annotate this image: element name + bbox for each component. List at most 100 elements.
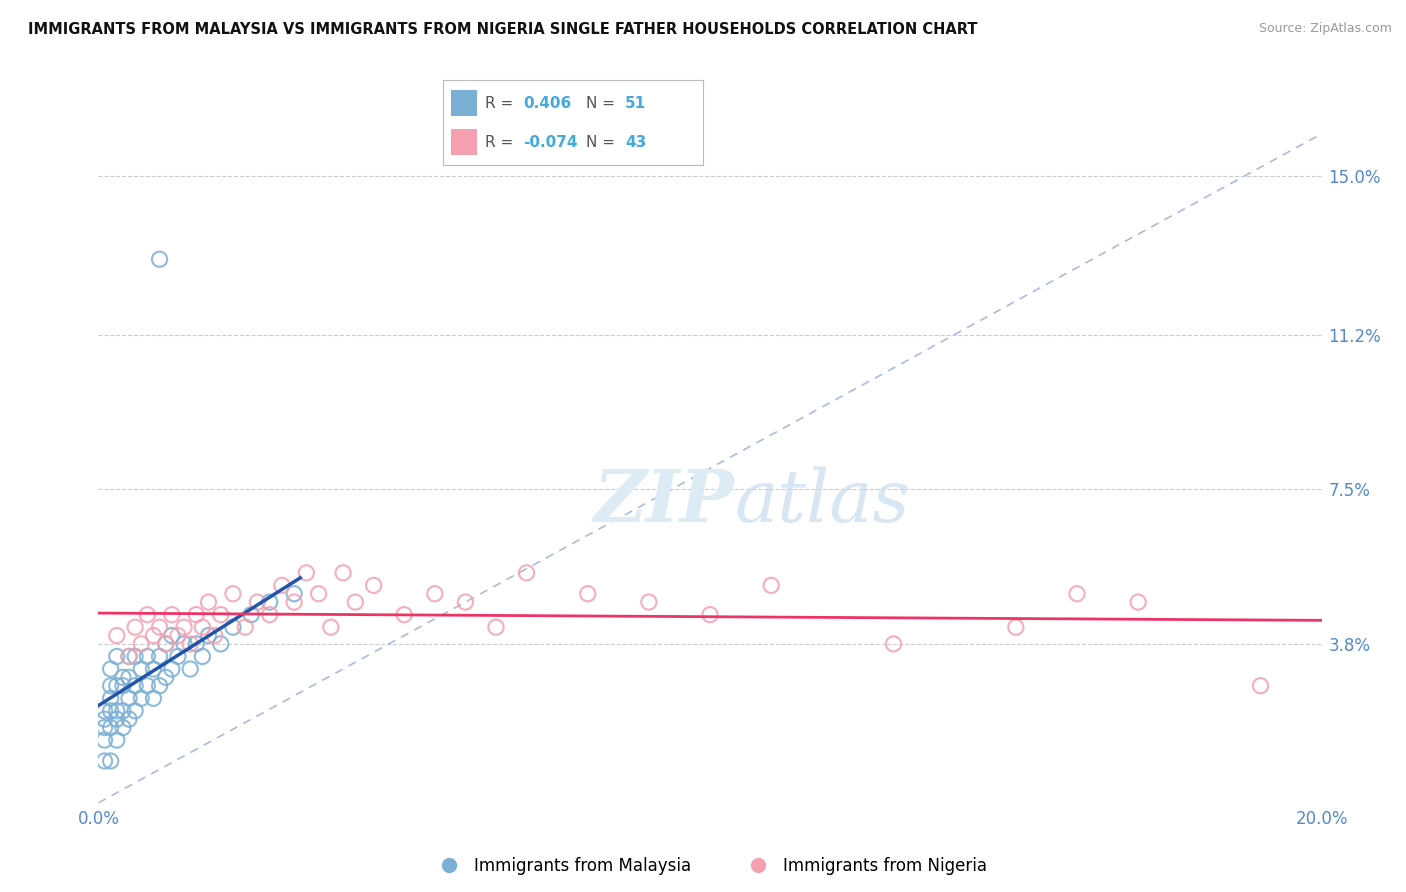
Point <box>155 637 177 651</box>
Point <box>179 662 201 676</box>
Text: N =: N = <box>586 135 620 150</box>
Text: 43: 43 <box>624 135 647 150</box>
Point <box>308 587 330 601</box>
Point <box>155 670 177 684</box>
Point <box>167 649 190 664</box>
Text: -0.074: -0.074 <box>523 135 578 150</box>
Point <box>1128 595 1150 609</box>
Point <box>222 587 245 601</box>
Point <box>759 578 782 592</box>
Point <box>118 691 141 706</box>
Point <box>105 679 128 693</box>
Point <box>160 662 183 676</box>
Point <box>454 595 477 609</box>
Point <box>136 649 159 664</box>
Text: ZIP: ZIP <box>593 467 734 537</box>
Point <box>1004 620 1026 634</box>
Point <box>485 620 508 634</box>
Point <box>142 662 165 676</box>
Point <box>124 620 146 634</box>
Point <box>363 578 385 592</box>
Point <box>93 733 115 747</box>
Point <box>118 670 141 684</box>
Point <box>283 587 305 601</box>
Point <box>105 704 128 718</box>
Text: N =: N = <box>586 95 620 111</box>
Point <box>100 662 122 676</box>
Point <box>173 637 195 651</box>
Bar <box>451 90 477 116</box>
Point <box>259 595 281 609</box>
Point <box>883 637 905 651</box>
Text: R =: R = <box>485 135 517 150</box>
Point <box>332 566 354 580</box>
Point <box>283 595 305 609</box>
Point <box>1066 587 1088 601</box>
Point <box>197 595 219 609</box>
Point <box>240 607 263 622</box>
Point <box>179 637 201 651</box>
Point <box>111 670 134 684</box>
Point <box>136 679 159 693</box>
Point <box>93 712 115 726</box>
Point <box>191 649 214 664</box>
Legend: Immigrants from Malaysia, Immigrants from Nigeria: Immigrants from Malaysia, Immigrants fro… <box>426 850 994 881</box>
Point <box>93 721 115 735</box>
Point <box>423 587 446 601</box>
Point <box>118 712 141 726</box>
Point <box>186 607 208 622</box>
Point <box>142 691 165 706</box>
Point <box>149 252 172 267</box>
Point <box>1249 679 1271 693</box>
Point <box>105 733 128 747</box>
Point <box>204 628 226 642</box>
Text: atlas: atlas <box>734 467 910 537</box>
Point <box>124 649 146 664</box>
Point <box>155 637 177 651</box>
Text: IMMIGRANTS FROM MALAYSIA VS IMMIGRANTS FROM NIGERIA SINGLE FATHER HOUSEHOLDS COR: IMMIGRANTS FROM MALAYSIA VS IMMIGRANTS F… <box>28 22 977 37</box>
Point <box>319 620 342 634</box>
Point <box>516 566 538 580</box>
Text: 0.406: 0.406 <box>523 95 572 111</box>
Point <box>576 587 599 601</box>
Point <box>186 637 208 651</box>
Point <box>270 578 292 592</box>
Point <box>129 691 152 706</box>
Point <box>118 649 141 664</box>
Point <box>149 620 172 634</box>
Text: 51: 51 <box>624 95 647 111</box>
Point <box>246 595 269 609</box>
Point <box>136 607 159 622</box>
Point <box>118 649 141 664</box>
Text: R =: R = <box>485 95 517 111</box>
Bar <box>451 129 477 155</box>
Point <box>100 679 122 693</box>
Point <box>259 607 281 622</box>
Text: Source: ZipAtlas.com: Source: ZipAtlas.com <box>1258 22 1392 36</box>
Point <box>160 607 183 622</box>
Point <box>93 754 115 768</box>
Point <box>100 754 122 768</box>
Point <box>173 620 195 634</box>
Point <box>344 595 367 609</box>
Point <box>105 712 128 726</box>
Point <box>295 566 318 580</box>
Point <box>699 607 721 622</box>
Point <box>209 607 232 622</box>
Point <box>222 620 245 634</box>
Point <box>111 704 134 718</box>
Point <box>93 704 115 718</box>
Point <box>160 628 183 642</box>
Point <box>392 607 416 622</box>
Point <box>111 679 134 693</box>
Point <box>105 649 128 664</box>
Point <box>233 620 256 634</box>
Point <box>149 649 172 664</box>
Point <box>142 628 165 642</box>
Point <box>197 628 219 642</box>
Point <box>124 704 146 718</box>
Point <box>637 595 661 609</box>
Point <box>100 704 122 718</box>
Point <box>149 679 172 693</box>
Point <box>191 620 214 634</box>
